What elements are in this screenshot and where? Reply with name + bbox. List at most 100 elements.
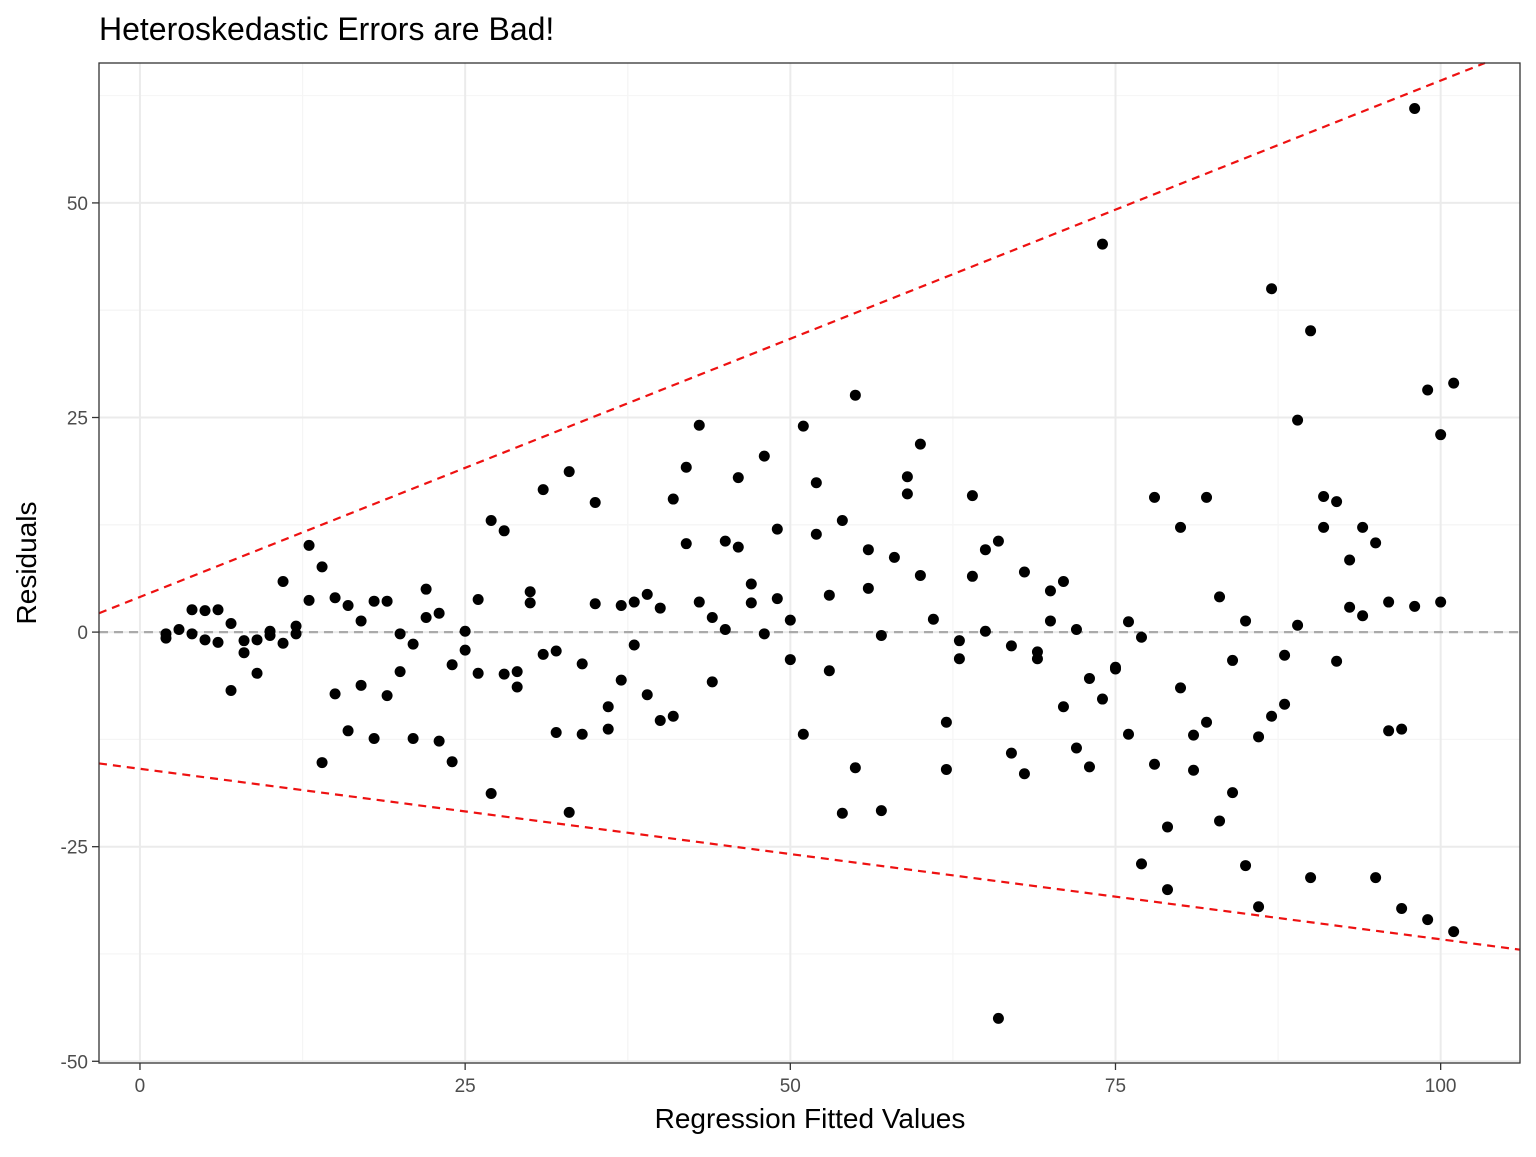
data-point: [758, 628, 770, 640]
data-point: [485, 515, 497, 527]
data-point: [1253, 731, 1265, 743]
data-point: [1005, 640, 1017, 652]
data-point: [1044, 615, 1056, 627]
data-point: [745, 578, 757, 590]
data-point: [1122, 728, 1134, 740]
data-point: [303, 594, 315, 606]
data-point: [303, 539, 315, 551]
data-point: [524, 597, 536, 609]
data-point: [1057, 701, 1069, 713]
data-point: [771, 523, 783, 535]
data-point: [641, 588, 653, 600]
data-point: [1162, 821, 1174, 833]
data-point: [927, 613, 939, 625]
data-point: [901, 471, 913, 483]
data-point: [667, 710, 679, 722]
data-point: [823, 665, 835, 677]
data-point: [537, 648, 549, 660]
data-point: [485, 787, 497, 799]
data-point: [199, 605, 211, 617]
data-point: [498, 525, 510, 537]
data-point: [1005, 747, 1017, 759]
y-tick-label: 25: [67, 409, 88, 430]
data-point: [654, 602, 666, 614]
data-point: [654, 715, 666, 727]
data-point: [602, 723, 614, 735]
data-point: [563, 806, 575, 818]
data-point: [862, 544, 874, 556]
data-point: [875, 630, 887, 642]
data-point: [953, 653, 965, 665]
data-point: [368, 733, 380, 745]
data-point: [940, 763, 952, 775]
data-point: [732, 472, 744, 484]
data-point: [446, 659, 458, 671]
data-point: [706, 612, 718, 624]
x-tick-label: 0: [135, 1076, 146, 1097]
data-point: [264, 630, 276, 642]
data-point: [251, 634, 263, 646]
data-point: [1331, 655, 1343, 667]
data-point: [602, 701, 614, 713]
data-point: [550, 645, 562, 657]
data-point: [1018, 768, 1030, 780]
data-point: [758, 450, 770, 462]
data-point: [1435, 596, 1447, 608]
data-point: [498, 668, 510, 680]
data-point: [1201, 716, 1213, 728]
data-point: [589, 496, 601, 508]
data-point: [1305, 325, 1317, 337]
data-point: [1214, 591, 1226, 603]
data-point: [251, 667, 263, 679]
data-point: [1136, 858, 1148, 870]
upper-bound-line: [98, 61, 1486, 615]
data-point: [472, 593, 484, 605]
data-point: [953, 635, 965, 647]
data-point: [407, 638, 419, 650]
data-point: [238, 635, 250, 647]
data-point: [1018, 566, 1030, 578]
x-tick-label: 75: [1105, 1076, 1126, 1097]
data-point: [576, 728, 588, 740]
data-point: [979, 544, 991, 556]
data-point: [381, 595, 393, 607]
data-point: [901, 488, 913, 500]
data-point: [342, 599, 354, 611]
data-point: [1318, 521, 1330, 533]
data-point: [1188, 729, 1200, 741]
y-axis-title: Residuals: [11, 502, 42, 625]
data-point: [693, 596, 705, 608]
data-point: [225, 684, 237, 696]
data-point: [1253, 901, 1265, 913]
data-point: [1149, 758, 1161, 770]
data-point: [238, 647, 250, 659]
data-point: [225, 618, 237, 630]
x-tick-label: 25: [455, 1076, 476, 1097]
data-point: [433, 735, 445, 747]
data-point: [966, 490, 978, 502]
data-point: [1292, 414, 1304, 426]
data-point: [732, 541, 744, 553]
data-point: [394, 628, 406, 640]
data-point: [524, 586, 536, 598]
data-point: [992, 1012, 1004, 1024]
data-point: [1396, 723, 1408, 735]
data-point: [277, 637, 289, 649]
data-point: [186, 628, 198, 640]
data-point: [1422, 914, 1434, 926]
data-point: [1122, 616, 1134, 628]
data-point: [329, 592, 341, 604]
data-point: [511, 666, 523, 678]
data-point: [420, 583, 432, 595]
data-point: [1422, 384, 1434, 396]
data-point: [277, 575, 289, 587]
y-tick-label: 50: [67, 194, 88, 215]
data-point: [1409, 600, 1421, 612]
data-point: [1448, 926, 1460, 938]
data-point: [1370, 537, 1382, 549]
data-point: [212, 636, 224, 648]
data-point: [1083, 761, 1095, 773]
x-axis-title: Regression Fitted Values: [655, 1103, 966, 1134]
data-point: [1175, 682, 1187, 694]
data-point: [810, 528, 822, 540]
